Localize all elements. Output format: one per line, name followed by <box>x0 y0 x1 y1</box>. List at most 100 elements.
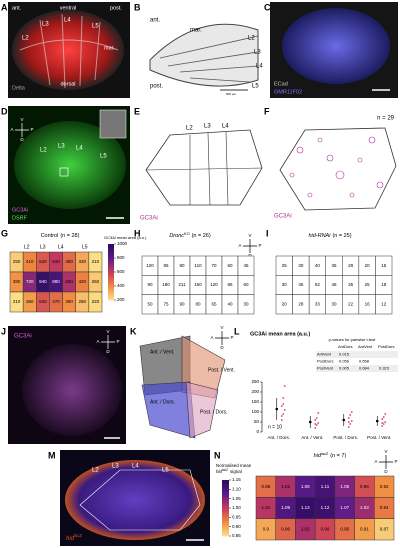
text-part: (n = 25) <box>332 233 351 239</box>
point <box>283 385 286 387</box>
region-label: Post. / Vent. <box>208 367 235 373</box>
cell-value: 45 <box>243 263 249 268</box>
cell-value: 1.09 <box>281 505 290 510</box>
cell-value: 720 <box>26 279 34 284</box>
cell-value: 90 <box>179 302 185 307</box>
point <box>280 405 283 407</box>
cell-value: 0.91 <box>360 527 369 532</box>
colorbar-step <box>222 519 229 522</box>
cell-value: 35 <box>331 263 337 268</box>
label: L5 <box>100 154 107 160</box>
colorbar-step <box>108 247 114 250</box>
panel-letter: L <box>234 326 240 336</box>
image-a-lines <box>19 13 119 89</box>
colorbar-label: 1.15 <box>232 477 241 482</box>
text-part: hid <box>66 536 75 542</box>
cell-value: 0.92 <box>380 484 389 489</box>
label: AntVent <box>317 352 332 357</box>
panel-letter: C <box>264 2 271 12</box>
label: L4 <box>222 124 229 130</box>
compass-label: P <box>230 335 233 340</box>
cell-value: 50 <box>147 302 153 307</box>
compass-label: D <box>248 253 252 258</box>
cell-value: 20 <box>282 302 288 307</box>
cell-value: 25 <box>282 263 288 268</box>
label: 0.005 <box>339 366 350 371</box>
point <box>315 424 318 426</box>
colorbar-step <box>108 268 114 271</box>
cell-value: 12 <box>381 302 387 307</box>
point <box>381 422 384 424</box>
label: 0.056 <box>339 359 350 364</box>
cell-value: 0.99 <box>321 527 330 532</box>
label: L4 <box>132 464 139 470</box>
cell-value: 15 <box>381 263 387 268</box>
point <box>350 420 353 422</box>
colorbar-step <box>222 487 229 490</box>
colorbar-step <box>222 500 229 503</box>
y-tick-label: 50 <box>254 419 260 424</box>
text-part: lacZ <box>321 452 329 456</box>
label: GC3Ai mean area (a.u.) <box>250 331 310 337</box>
title: hidlacZ signal <box>216 468 242 474</box>
compass-label: A <box>96 339 99 344</box>
cell-value: 70 <box>211 263 217 268</box>
cell-value: 25 <box>365 282 371 287</box>
y-tick-label: 250 <box>251 379 259 384</box>
colorbar-step <box>108 272 114 275</box>
text-part: (n = 28) <box>60 233 79 239</box>
colorbar-step <box>108 257 114 260</box>
cell-value: 40 <box>227 302 233 307</box>
x-tick-label: Post. / Vent. <box>367 435 391 440</box>
colorbar-step <box>108 264 114 267</box>
label: L5 <box>92 24 99 30</box>
panel-letter: J <box>1 326 6 336</box>
point <box>382 416 385 418</box>
region-diagram <box>139 335 226 439</box>
label: L2 <box>40 148 47 154</box>
label: L3 <box>204 124 211 130</box>
label: GC3Ai mean area (a.u.) <box>104 235 147 240</box>
inset-box <box>59 167 69 177</box>
cell-value: 0.9 <box>263 527 270 532</box>
image-m-disc <box>65 460 205 540</box>
cell-value: 940 <box>39 279 47 284</box>
label: post. <box>150 84 163 90</box>
label: DSRF <box>12 215 28 221</box>
colorbar-step <box>222 496 229 499</box>
colorbar-step <box>108 277 114 280</box>
point <box>349 414 352 416</box>
compass-label: D <box>20 137 24 142</box>
text-part: (n = 26) <box>192 233 211 239</box>
title: DroncKO (n = 26) <box>169 232 211 239</box>
panel-letter: K <box>130 326 137 336</box>
label: GC3Ai <box>14 334 32 340</box>
colorbar-step <box>222 483 229 486</box>
inset <box>99 109 127 139</box>
cell-value: 260 <box>92 279 100 284</box>
cell-value: 220 <box>92 299 100 304</box>
label: L3 <box>254 50 261 56</box>
colorbar-label: 1.00 <box>232 505 241 510</box>
point <box>282 413 285 415</box>
label: GC3Ai <box>274 214 292 220</box>
label: L5 <box>162 468 169 474</box>
colorbar-step <box>108 255 114 258</box>
colorbar-step <box>222 517 229 520</box>
cell-value: 470 <box>52 299 60 304</box>
colorbar-step <box>108 294 114 297</box>
overlay-grid <box>79 469 201 531</box>
label: L4 <box>58 244 64 250</box>
cell-value: 330 <box>79 259 87 264</box>
cell-value: 60 <box>243 282 249 287</box>
colorbar-step <box>222 494 229 498</box>
cell-value: 380 <box>13 279 21 284</box>
text-part: hid <box>314 453 322 459</box>
colorbar-step <box>108 279 114 282</box>
mean <box>375 419 379 423</box>
point <box>350 411 353 413</box>
point <box>314 427 317 429</box>
point <box>382 423 385 425</box>
cell-value: 22 <box>348 302 354 307</box>
cell-value: 280 <box>79 299 87 304</box>
